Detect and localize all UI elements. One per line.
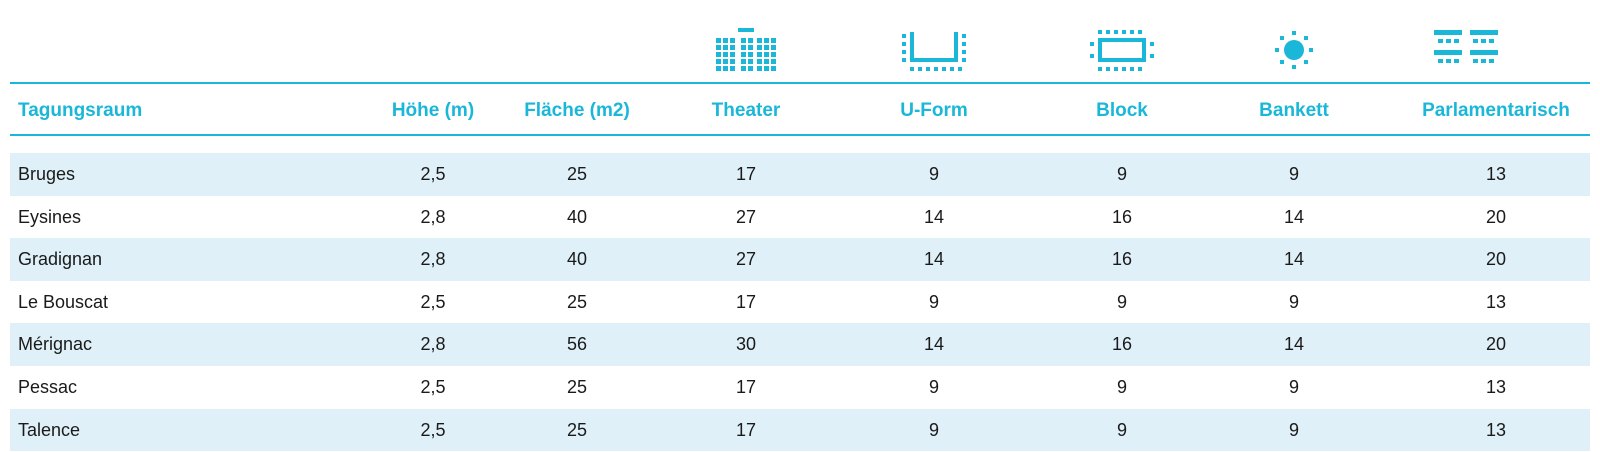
table-row: Mérignac 2,8 56 30 14 16 14 20: [10, 323, 1590, 366]
cell-height: 2,8: [420, 334, 446, 355]
header-parlamentarisch: Parlamentarisch: [1422, 100, 1570, 121]
header-area: Fläche (m2): [524, 100, 630, 121]
u-form-icon: [902, 32, 966, 71]
cell-bankett: 14: [1283, 249, 1305, 270]
block-icon: [1090, 30, 1154, 71]
table-row: Pessac 2,5 25 17 9 9 9 13: [10, 366, 1590, 409]
cell-parlamentarisch: 13: [1485, 376, 1507, 397]
header-room: Tagungsraum: [18, 100, 143, 121]
cell-uform: 9: [928, 376, 939, 397]
cell-room: Gradignan: [18, 249, 103, 270]
table-row: Bruges 2,5 25 17 9 9 9 13: [10, 153, 1590, 196]
cell-block: 9: [1116, 419, 1127, 440]
table-header-row: Tagungsraum Höhe (m) Fläche (m2) Theater…: [0, 86, 1600, 136]
cell-uform: 14: [923, 334, 945, 355]
cell-height: 2,8: [420, 206, 446, 227]
cell-block: 16: [1111, 249, 1133, 270]
cell-parlamentarisch: 13: [1485, 164, 1507, 184]
cell-height: 2,5: [420, 291, 446, 312]
cell-room: Bruges: [18, 164, 76, 184]
cell-block: 16: [1111, 206, 1133, 227]
cell-theater: 30: [735, 334, 757, 355]
cell-bankett: 9: [1288, 164, 1299, 184]
header-height: Höhe (m): [391, 100, 475, 121]
cell-parlamentarisch: 20: [1485, 334, 1507, 355]
cell-uform: 14: [923, 249, 945, 270]
cell-area: 25: [566, 164, 588, 184]
cell-parlamentarisch: 13: [1485, 291, 1507, 312]
cell-room: Talence: [18, 419, 81, 440]
cell-block: 9: [1116, 164, 1127, 184]
cell-height: 2,8: [420, 249, 446, 270]
cell-block: 16: [1111, 334, 1133, 355]
header-bankett: Bankett: [1259, 100, 1329, 121]
cell-theater: 27: [735, 249, 757, 270]
cell-parlamentarisch: 13: [1485, 419, 1507, 440]
bankett-icon: [1275, 31, 1313, 69]
cell-area: 25: [566, 376, 588, 397]
cell-block: 9: [1116, 376, 1127, 397]
cell-theater: 17: [735, 419, 757, 440]
cell-area: 25: [566, 419, 588, 440]
parlamentarisch-icon: [1434, 30, 1498, 63]
cell-uform: 9: [928, 164, 939, 184]
table-body: Bruges 2,5 25 17 9 9 9 13 Eysines 2,8 40…: [10, 153, 1590, 452]
header-uform: U-Form: [900, 100, 968, 121]
cell-room: Le Bouscat: [18, 291, 109, 312]
cell-height: 2,5: [420, 164, 446, 184]
cell-bankett: 14: [1283, 334, 1305, 355]
cell-parlamentarisch: 20: [1485, 249, 1507, 270]
cell-theater: 17: [735, 164, 757, 184]
cell-area: 40: [566, 206, 588, 227]
theater-icon: [716, 28, 776, 71]
cell-theater: 17: [735, 291, 757, 312]
header-top-rule: [10, 82, 1590, 84]
cell-area: 56: [566, 334, 588, 355]
table-row: Eysines 2,8 40 27 14 16 14 20: [10, 196, 1590, 239]
cell-bankett: 9: [1288, 419, 1299, 440]
cell-theater: 27: [735, 206, 757, 227]
table-row: Talence 2,5 25 17 9 9 9 13: [10, 408, 1590, 452]
cell-uform: 9: [928, 419, 939, 440]
cell-height: 2,5: [420, 419, 446, 440]
cell-uform: 14: [923, 206, 945, 227]
header-block: Block: [1096, 100, 1148, 121]
cell-room: Pessac: [18, 376, 78, 397]
cell-uform: 9: [928, 291, 939, 312]
cell-bankett: 9: [1288, 291, 1299, 312]
table-row: Gradignan 2,8 40 27 14 16 14 20: [10, 238, 1590, 281]
cell-bankett: 14: [1283, 206, 1305, 227]
cell-room: Mérignac: [18, 334, 93, 355]
cell-height: 2,5: [420, 376, 446, 397]
cell-area: 25: [566, 291, 588, 312]
header-theater: Theater: [711, 100, 781, 121]
cell-parlamentarisch: 20: [1485, 206, 1507, 227]
table-row: Le Bouscat 2,5 25 17 9 9 9 13: [10, 281, 1590, 324]
header-bottom-rule: [10, 134, 1590, 136]
cell-room: Eysines: [18, 206, 82, 227]
cell-area: 40: [566, 249, 588, 270]
cell-theater: 17: [735, 376, 757, 397]
setup-icons-row: [0, 0, 1600, 84]
cell-bankett: 9: [1288, 376, 1299, 397]
cell-block: 9: [1116, 291, 1127, 312]
